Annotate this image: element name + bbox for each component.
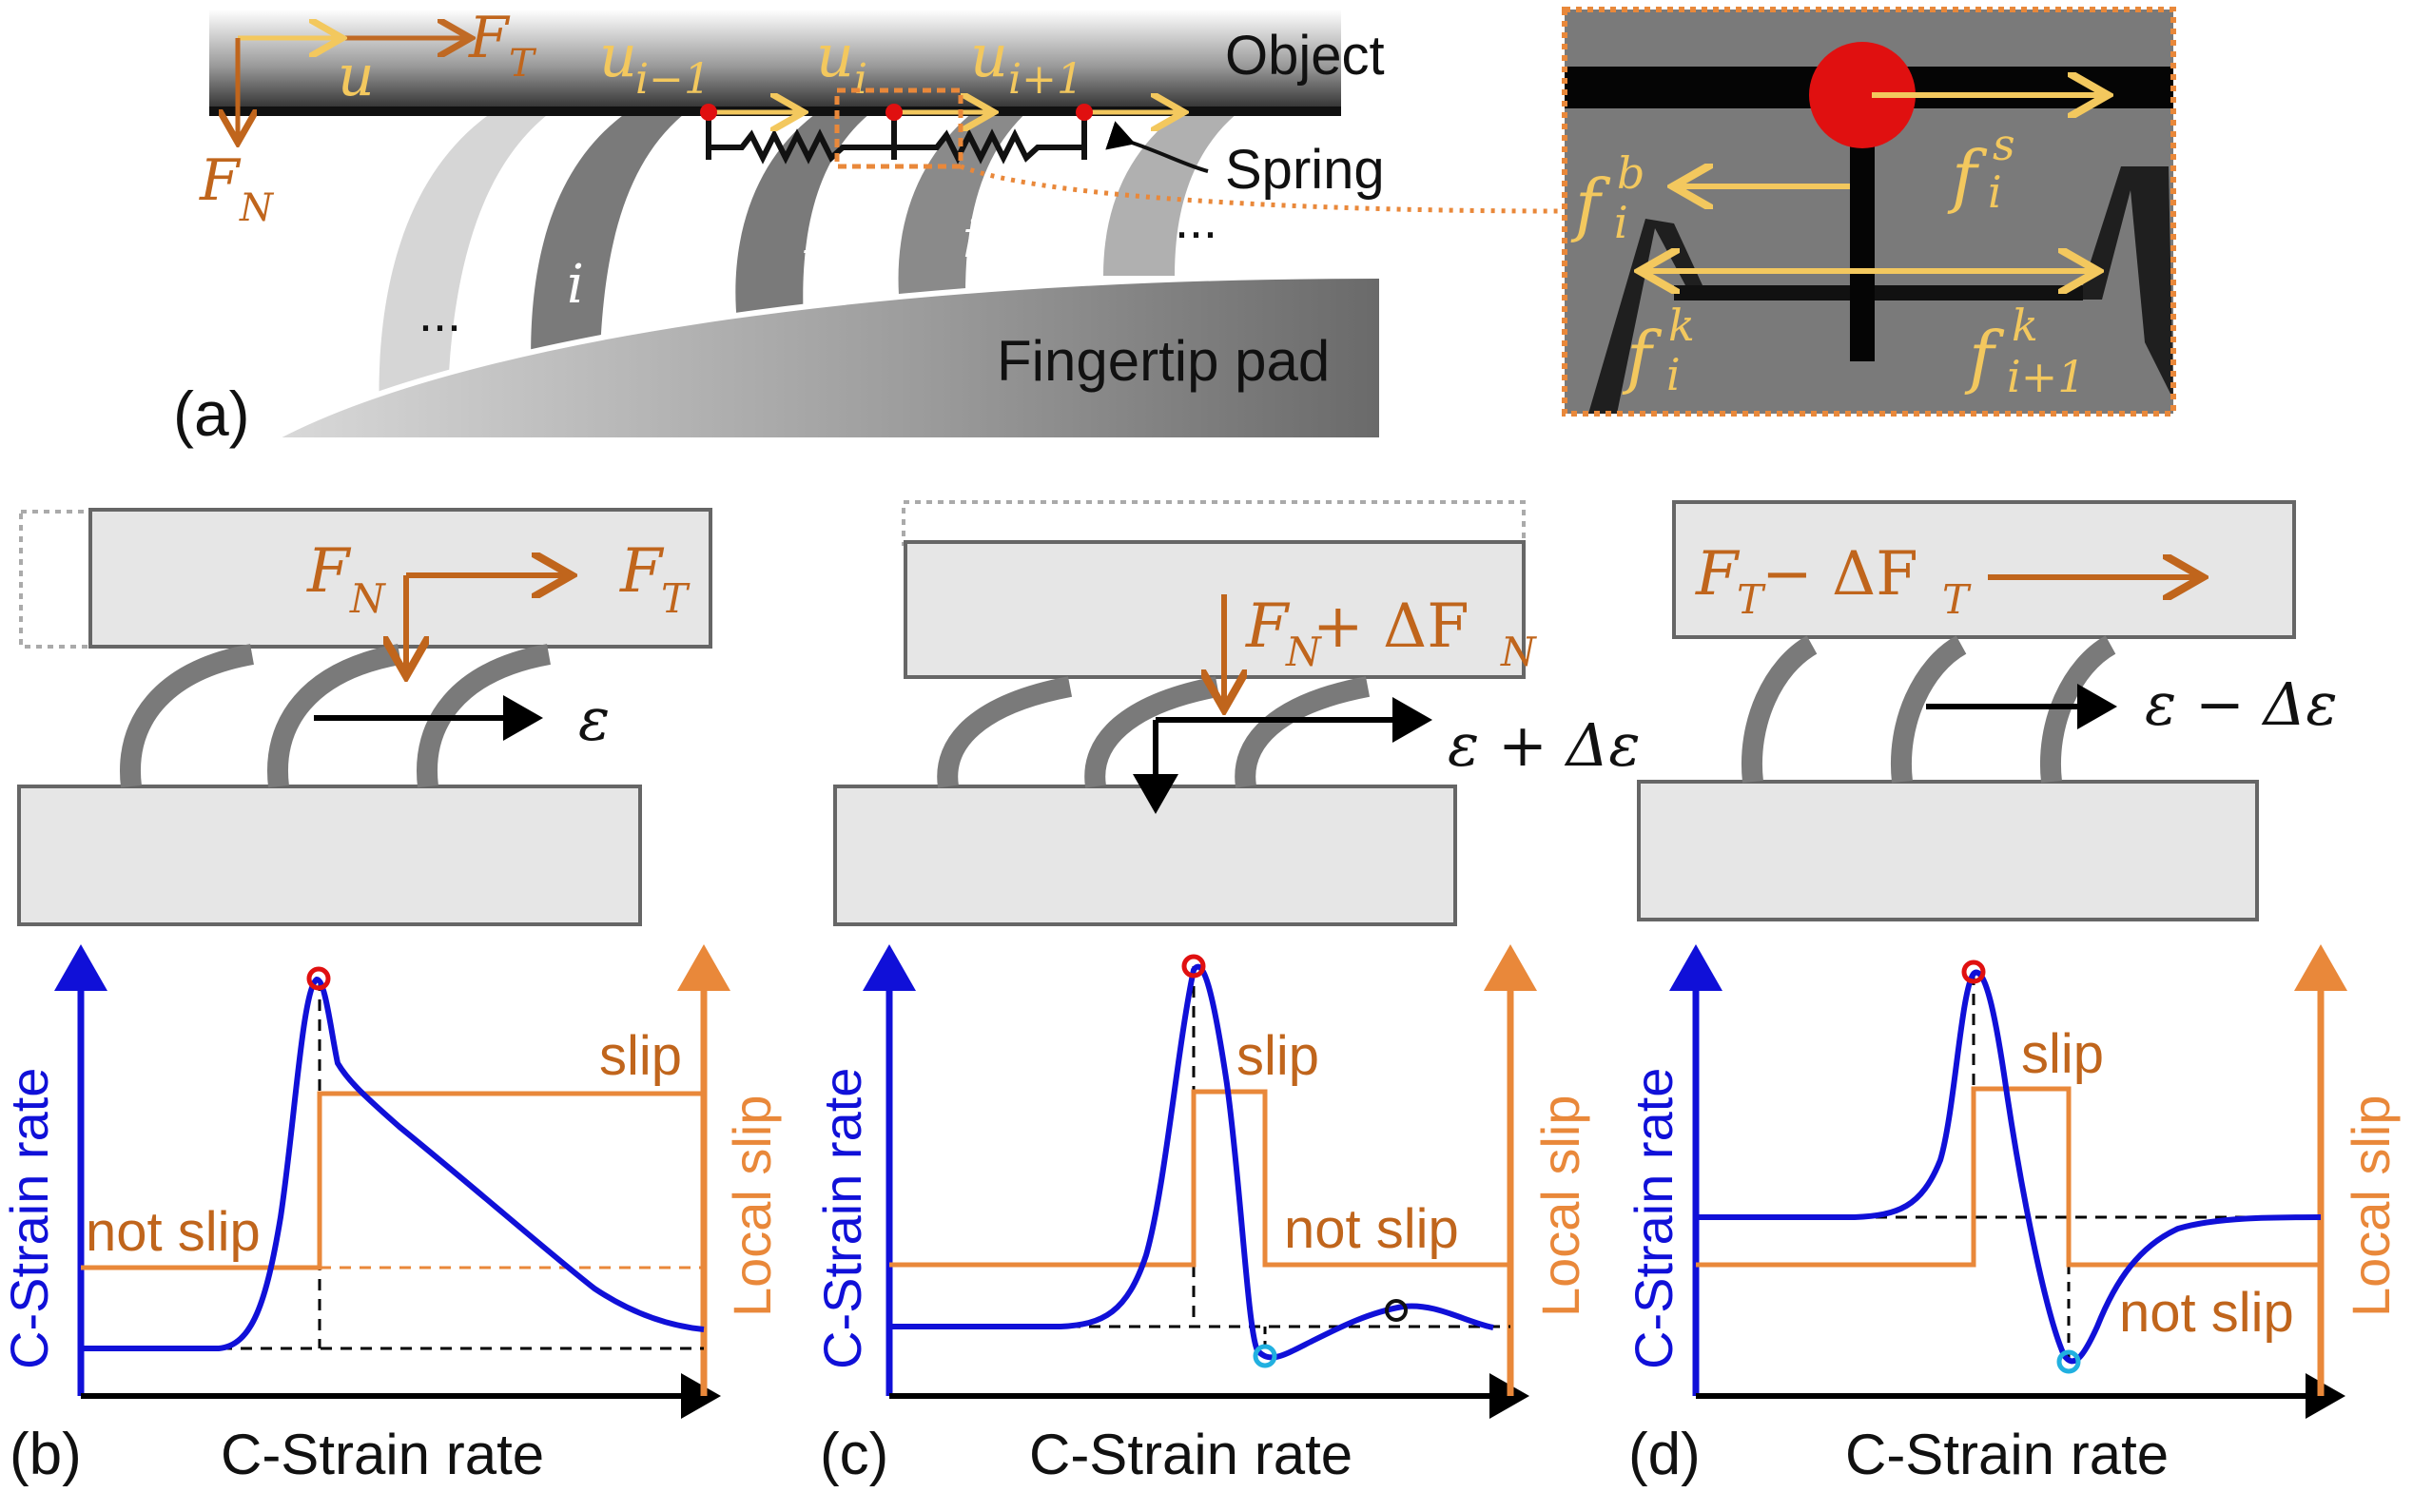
ft-label: F (468, 5, 511, 71)
fk-right-sub: i+1 (2007, 351, 2086, 402)
pillar-prev-label: i −1 (567, 254, 679, 316)
fingertip-pad (276, 276, 1379, 437)
fn-sub: N (239, 186, 275, 230)
panel-b-label: (b) (10, 1422, 82, 1487)
chart-c: slip not slip C-Strain rate Local slip C… (812, 944, 1590, 1487)
object-bar (209, 10, 1341, 112)
fk-left-sub: i (1666, 349, 1681, 400)
c-xlabel: C-Strain rate (1029, 1423, 1352, 1486)
d-ylabel: C-Strain rate (1624, 1068, 1683, 1369)
chart-d: slip not slip C-Strain rate Local slip C… (1624, 944, 2401, 1487)
b-ylabel-right: Local slip (722, 1095, 782, 1317)
c-trough-marker (1253, 1344, 1277, 1368)
u-cur-label: u (816, 21, 854, 90)
bottom-block-b (17, 785, 642, 926)
b-strain-curve (81, 976, 705, 1351)
u-cur-sub: i (854, 55, 867, 104)
d-eps-label: ε − Δε (2145, 669, 2338, 739)
u-next-label: u (970, 21, 1008, 90)
d-ylabel-right: Local slip (2341, 1095, 2401, 1317)
fk-right-sup: k (2012, 300, 2038, 351)
panel-b-diagram: F N F T ε (17, 508, 712, 926)
d-peak-marker (1961, 960, 1986, 984)
d-force-main: F (1695, 539, 1741, 610)
top-block-b (88, 508, 712, 649)
panel-d-label: (d) (1628, 1422, 1701, 1487)
fs-sub: i (1988, 166, 2002, 218)
c-strain-curve (889, 963, 1494, 1361)
d-force-sub: T (1737, 576, 1766, 623)
d-slip: slip (2021, 1023, 2104, 1085)
fk-left-sup: k (1668, 300, 1695, 351)
inset-frame (1562, 7, 2176, 417)
pillars-group (379, 100, 1255, 437)
panel-c-diagram: F N + ΔF N ε + Δε (833, 500, 1641, 926)
d-slip-line (1696, 1086, 2321, 1268)
b-fn-label: F (306, 536, 352, 607)
c-ylabel-right: Local slip (1530, 1095, 1590, 1317)
top-block-c (904, 540, 1526, 679)
b-ft-label: F (619, 536, 665, 607)
panel-d-diagram: F T − ΔF T ε − Δε (1637, 500, 2338, 921)
inset-panel: f s i f b i f k i f k i+1 (1562, 7, 2176, 417)
b-ft-sub: T (661, 575, 691, 622)
u-prev-sub: i−1 (635, 55, 710, 104)
u-next-sub: i+1 (1008, 55, 1083, 104)
panel-a: u F T F N u i−1 u i u i+1 Object (173, 5, 1561, 449)
d-force-rest: − ΔF (1761, 539, 1918, 610)
pillars-b (120, 644, 551, 788)
c-eps-label: ε + Δε (1448, 710, 1641, 780)
b-eps-label: ε (578, 685, 610, 754)
bottom-block-d (1637, 780, 2259, 921)
fn-label: F (199, 147, 242, 214)
c-ylabel: C-Strain rate (812, 1068, 872, 1369)
d-xlabel: C-Strain rate (1845, 1423, 2169, 1486)
pillar-next-label: i+1 (963, 208, 1058, 270)
ft-sub: T (509, 42, 537, 86)
c-force-rest-sub: N (1500, 629, 1537, 675)
zoom-box (834, 87, 963, 169)
d-force-rest-sub: T (1942, 576, 1972, 623)
fingertip-label: Fingertip pad (997, 329, 1330, 393)
bottom-block-c (833, 785, 1457, 926)
panel-a-label: (a) (173, 378, 250, 449)
c-force-rest: + ΔF (1313, 591, 1469, 662)
spring-label: Spring (1225, 139, 1385, 201)
inset-node (1809, 42, 1916, 148)
ellipsis-left: ... (418, 285, 461, 342)
b-slip-line (81, 1091, 704, 1270)
pillars-c (937, 676, 1371, 788)
fs-sup: s (1993, 119, 2015, 170)
d-trough-marker (2056, 1349, 2081, 1374)
u-prev-label: u (599, 21, 637, 90)
b-fn-sub: N (349, 575, 386, 622)
pillars-d (1742, 635, 2116, 784)
object-label: Object (1225, 25, 1385, 87)
b-peak-marker (306, 966, 331, 991)
c-secondary-marker (1385, 1299, 1408, 1322)
b-ylabel: C-Strain rate (0, 1068, 59, 1369)
node-prev (700, 104, 717, 121)
u-label: u (338, 43, 375, 109)
c-peak-marker (1181, 954, 1206, 979)
node-next (1076, 104, 1093, 121)
d-strain-curve (1696, 969, 2322, 1365)
node-cur (885, 104, 903, 121)
b-not-slip: not slip (86, 1201, 261, 1263)
pillar-cur-label: i (801, 229, 818, 291)
fb-sup: b (1617, 147, 1644, 199)
chart-b: not slip slip C-Strain rate Local slip C… (0, 944, 782, 1487)
c-force-main: F (1245, 591, 1291, 662)
d-not-slip: not slip (2119, 1282, 2294, 1344)
b-slip: slip (599, 1025, 682, 1087)
panel-c-label: (c) (820, 1422, 888, 1487)
ellipsis-right: ... (1175, 192, 1217, 249)
fb-sub: i (1614, 197, 1628, 248)
c-slip: slip (1236, 1025, 1319, 1087)
b-xlabel: C-Strain rate (221, 1423, 544, 1486)
c-not-slip: not slip (1284, 1198, 1459, 1260)
c-force-sub: N (1285, 629, 1322, 675)
